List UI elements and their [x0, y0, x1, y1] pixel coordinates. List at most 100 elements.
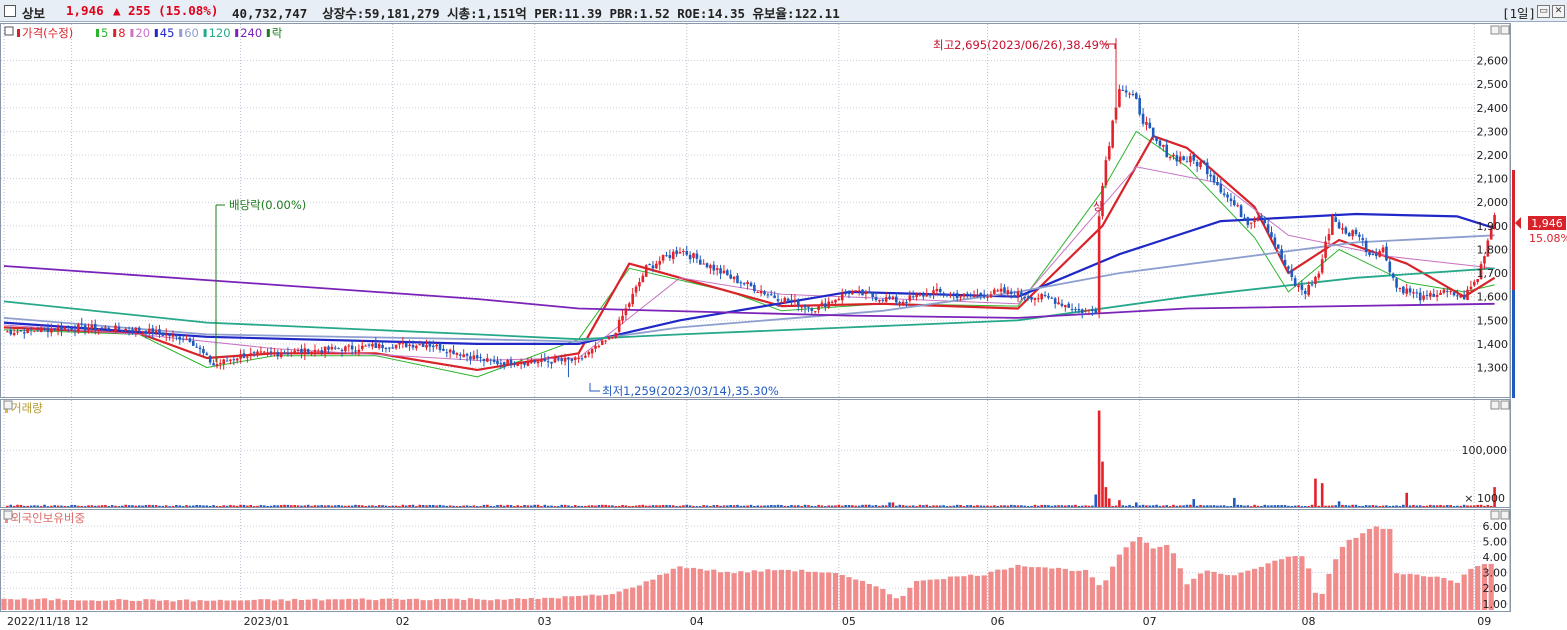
volume-bar — [993, 505, 996, 507]
volume-bar — [857, 505, 861, 507]
volume-bar — [1199, 504, 1202, 507]
legend-item[interactable]: 5 — [101, 26, 108, 40]
candle-body — [810, 308, 814, 311]
volume-bar — [486, 504, 489, 507]
candle-body — [989, 294, 993, 298]
period-selector[interactable]: [1일] — [1502, 6, 1537, 21]
candle-body — [600, 340, 604, 345]
foreign-bar — [1224, 575, 1231, 610]
volume-bar — [513, 506, 516, 508]
legend-item[interactable]: 8 — [118, 26, 125, 40]
foreign-bar — [542, 597, 548, 610]
legend-item[interactable]: 20 — [135, 26, 150, 40]
candle-body — [1287, 266, 1290, 269]
foreign-bar — [190, 601, 196, 610]
volume-bar — [1331, 505, 1334, 507]
candle-body — [137, 327, 141, 331]
volume-bar — [668, 505, 672, 507]
legend-checkbox[interactable] — [4, 26, 14, 36]
foreign-bar — [1434, 576, 1440, 610]
candle-body — [144, 330, 148, 334]
close-icon[interactable]: ✕ — [1552, 5, 1565, 18]
candle-body — [235, 358, 239, 361]
candle-body — [536, 361, 540, 364]
candle-body — [486, 358, 489, 362]
legend-item[interactable]: 가격(수정) — [22, 26, 73, 40]
foreign-bar — [48, 600, 54, 610]
candle-body — [655, 263, 658, 269]
volume-bar — [1293, 505, 1297, 507]
candle-body — [1388, 261, 1392, 273]
candle-body — [1202, 160, 1206, 163]
volume-bar — [1141, 504, 1145, 507]
volume-bar — [1135, 502, 1138, 507]
volume-bar — [144, 505, 148, 507]
y-tick-label: 3.00 — [1483, 567, 1508, 580]
volume-bar — [719, 505, 722, 507]
volume-bar — [354, 504, 357, 507]
candle-body — [1199, 161, 1202, 168]
volume-bar — [87, 505, 90, 507]
candle-body — [682, 251, 685, 253]
volume-bar — [844, 505, 847, 507]
candle-body — [1226, 194, 1229, 198]
volume-bar — [888, 502, 891, 507]
volume-bar — [377, 505, 381, 507]
candle-body — [22, 332, 26, 334]
candle-body — [1026, 296, 1030, 298]
candle-body — [665, 255, 668, 257]
candle-body — [982, 294, 986, 298]
candle-body — [154, 330, 158, 333]
foreign-bar — [643, 581, 649, 610]
legend-item[interactable]: 120 — [209, 26, 231, 40]
foreign-bar — [143, 599, 149, 610]
checkbox-icon[interactable] — [4, 5, 16, 17]
legend-item[interactable]: 240 — [240, 26, 262, 40]
foreign-bar — [319, 600, 325, 610]
candle-body — [952, 293, 956, 295]
legend-item[interactable]: 락 — [272, 26, 283, 40]
candle-body — [702, 263, 705, 265]
candle-body — [817, 305, 820, 311]
candle-body — [124, 328, 127, 331]
volume-bar — [1013, 505, 1016, 507]
volume-bar — [229, 504, 232, 507]
restore-icon[interactable]: ▭ — [1537, 5, 1550, 18]
volume-bar — [269, 505, 273, 507]
candle-body — [1466, 289, 1469, 300]
volume-bar — [303, 505, 307, 507]
volume-bar — [1374, 505, 1378, 507]
volume-bar — [350, 505, 354, 507]
volume-bar — [202, 505, 205, 507]
foreign-bar — [724, 571, 730, 610]
legend-swatch — [17, 29, 20, 37]
candle-body — [367, 344, 371, 346]
volume-bar — [776, 504, 780, 507]
volume-bar — [1246, 505, 1250, 507]
legend-item[interactable]: 45 — [160, 26, 175, 40]
volume-bar — [1388, 505, 1392, 507]
volume-bar — [357, 505, 361, 507]
foreign-bar — [89, 600, 95, 610]
candle-body — [895, 296, 898, 303]
volume-bar — [1260, 505, 1263, 507]
candle-body — [1094, 309, 1098, 314]
foreign-bar — [163, 600, 169, 610]
volume-bar — [763, 505, 766, 507]
current-price-label: 1,946 — [1531, 217, 1563, 230]
candle-body — [759, 290, 763, 294]
candle-body — [604, 340, 607, 342]
candle-body — [323, 346, 327, 354]
candle-body — [1412, 292, 1415, 294]
candle-body — [945, 294, 949, 296]
volume-bar — [1263, 504, 1267, 507]
candle-body — [300, 348, 303, 353]
legend-item[interactable]: 60 — [184, 26, 199, 40]
foreign-bar — [75, 600, 81, 610]
volume-bar — [181, 505, 185, 507]
candle-body — [36, 330, 40, 332]
volume-bar — [333, 505, 337, 507]
foreign-bar — [947, 576, 953, 610]
candle-body — [769, 294, 773, 296]
